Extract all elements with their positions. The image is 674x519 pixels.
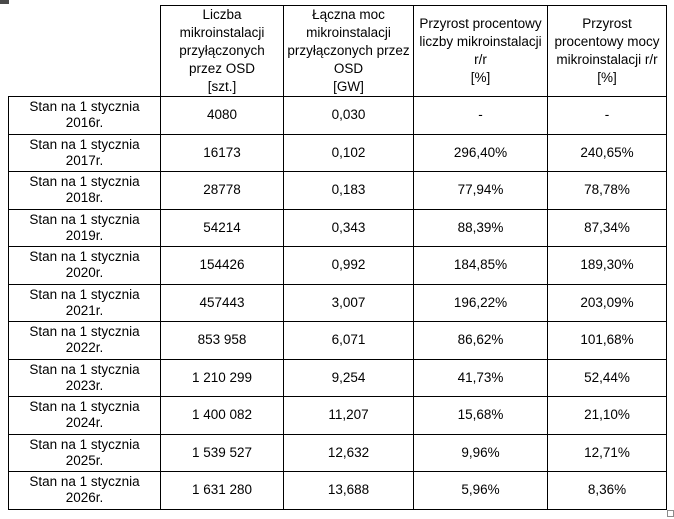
power-cell: 0,030: [283, 96, 414, 135]
count-cell: 1 400 082: [160, 396, 284, 435]
growth-count-cell: 296,40%: [413, 133, 548, 172]
growth-count-cell: 41,73%: [413, 358, 548, 397]
power-cell: 9,254: [283, 358, 414, 397]
count-cell: 154426: [160, 246, 284, 285]
growth-count-cell: 88,39%: [413, 208, 548, 247]
growth-count-cell: 184,85%: [413, 246, 548, 285]
growth-power-cell: 21,10%: [547, 396, 667, 435]
count-cell: 4080: [160, 96, 284, 135]
growth-power-cell: 101,68%: [547, 321, 667, 360]
growth-count-cell: -: [413, 96, 548, 135]
row-label: Stan na 1 stycznia 2021r.: [8, 283, 161, 322]
power-cell: 0,183: [283, 171, 414, 210]
row-label: Stan na 1 stycznia 2019r.: [8, 208, 161, 247]
growth-power-cell: 203,09%: [547, 283, 667, 322]
table-row-2023: Stan na 1 stycznia 2023r. 1 210 299 9,25…: [8, 358, 667, 397]
table-row-2020: Stan na 1 stycznia 2020r. 154426 0,992 1…: [8, 246, 667, 285]
growth-count-cell: 77,94%: [413, 171, 548, 210]
growth-power-cell: -: [547, 96, 667, 135]
row-label: Stan na 1 stycznia 2018r.: [8, 171, 161, 210]
growth-power-cell: 87,34%: [547, 208, 667, 247]
power-cell: 0,992: [283, 246, 414, 285]
growth-count-cell: 9,96%: [413, 433, 548, 472]
growth-power-cell: 78,78%: [547, 171, 667, 210]
microinstallations-table: Liczba mikroinstalacji przyłączonych prz…: [8, 5, 667, 510]
row-label: Stan na 1 stycznia 2017r.: [8, 133, 161, 172]
table-row-2019: Stan na 1 stycznia 2019r. 54214 0,343 88…: [8, 208, 667, 247]
row-label: Stan na 1 stycznia 2016r.: [8, 96, 161, 135]
table-move-handle-icon[interactable]: [0, 0, 9, 4]
row-label: Stan na 1 stycznia 2024r.: [8, 396, 161, 435]
growth-count-cell: 196,22%: [413, 283, 548, 322]
growth-power-cell: 52,44%: [547, 358, 667, 397]
table-row-2026: Stan na 1 stycznia 2026r. 1 631 280 13,6…: [8, 471, 667, 510]
power-cell: 11,207: [283, 396, 414, 435]
power-cell: 12,632: [283, 433, 414, 472]
corner-cell: [9, 6, 161, 97]
power-cell: 0,102: [283, 133, 414, 172]
growth-count-cell: 86,62%: [413, 321, 548, 360]
growth-count-cell: 15,68%: [413, 396, 548, 435]
power-cell: 6,071: [283, 321, 414, 360]
row-label: Stan na 1 stycznia 2020r.: [8, 246, 161, 285]
col-header-power: Łączna moc mikroinstalacji przyłączonych…: [283, 5, 414, 97]
row-label: Stan na 1 stycznia 2022r.: [8, 321, 161, 360]
power-cell: 13,688: [283, 471, 414, 510]
power-cell: 3,007: [283, 283, 414, 322]
row-label: Stan na 1 stycznia 2026r.: [8, 471, 161, 510]
power-cell: 0,343: [283, 208, 414, 247]
table-row-2024: Stan na 1 stycznia 2024r. 1 400 082 11,2…: [8, 396, 667, 435]
growth-power-cell: 8,36%: [547, 471, 667, 510]
growth-power-cell: 240,65%: [547, 133, 667, 172]
table-row-2022: Stan na 1 stycznia 2022r. 853 958 6,071 …: [8, 321, 667, 360]
table-row-2016: Stan na 1 stycznia 2016r. 4080 0,030 - -: [8, 96, 667, 135]
count-cell: 1 210 299: [160, 358, 284, 397]
count-cell: 28778: [160, 171, 284, 210]
count-cell: 1 631 280: [160, 471, 284, 510]
table-resize-handle-icon[interactable]: [667, 510, 674, 517]
count-cell: 457443: [160, 283, 284, 322]
row-label: Stan na 1 stycznia 2023r.: [8, 358, 161, 397]
col-header-growth-power: Przyrost procentowy mocy mikroinstalacji…: [547, 5, 667, 97]
col-header-growth-count: Przyrost procentowy liczby mikroinstalac…: [413, 5, 548, 97]
row-label: Stan na 1 stycznia 2025r.: [8, 433, 161, 472]
growth-power-cell: 189,30%: [547, 246, 667, 285]
count-cell: 853 958: [160, 321, 284, 360]
count-cell: 16173: [160, 133, 284, 172]
header-row: Liczba mikroinstalacji przyłączonych prz…: [9, 5, 667, 97]
count-cell: 1 539 527: [160, 433, 284, 472]
table-row-2017: Stan na 1 stycznia 2017r. 16173 0,102 29…: [8, 133, 667, 172]
growth-count-cell: 5,96%: [413, 471, 548, 510]
growth-power-cell: 12,71%: [547, 433, 667, 472]
table-row-2025: Stan na 1 stycznia 2025r. 1 539 527 12,6…: [8, 433, 667, 472]
table-row-2021: Stan na 1 stycznia 2021r. 457443 3,007 1…: [8, 283, 667, 322]
count-cell: 54214: [160, 208, 284, 247]
table-row-2018: Stan na 1 stycznia 2018r. 28778 0,183 77…: [8, 171, 667, 210]
col-header-count: Liczba mikroinstalacji przyłączonych prz…: [160, 5, 284, 97]
